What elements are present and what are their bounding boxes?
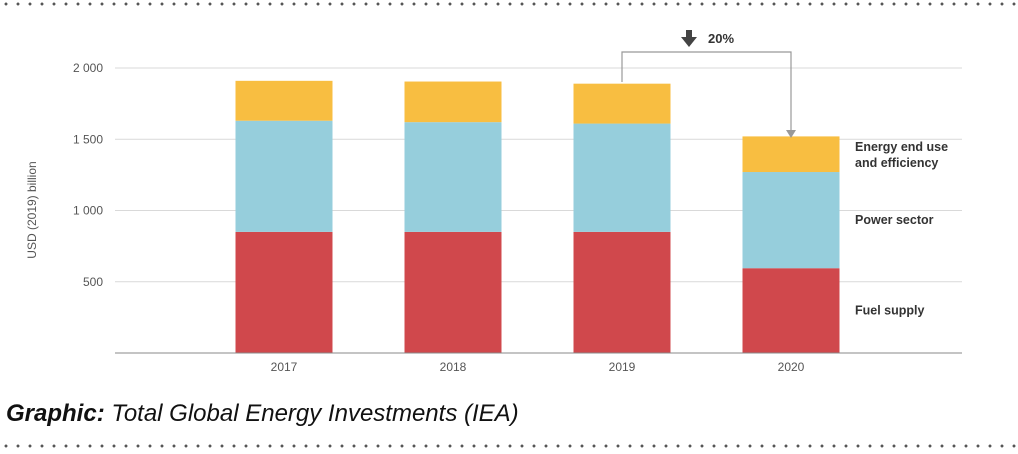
y-tick-label: 2 000 xyxy=(73,61,103,75)
bar-segment-2017-energy-end-use-and-efficiency xyxy=(235,80,333,121)
stacked-bar-chart: 500 1 000 1 500 2 000 USD (2019) billion 20… xyxy=(25,30,962,374)
caption: Graphic: Total Global Energy Investments… xyxy=(6,400,519,428)
down-arrow-icon xyxy=(681,30,697,47)
y-tick-label: 500 xyxy=(83,275,103,289)
top-dotted-divider xyxy=(0,2,1018,6)
bar-segment-2020-energy-end-use-and-efficiency xyxy=(742,136,840,173)
caption-label: Graphic: xyxy=(6,400,105,427)
bars xyxy=(235,80,840,353)
bracket-arrowhead xyxy=(786,130,796,138)
bar-segment-2018-power-sector xyxy=(404,122,502,232)
bottom-dotted-divider xyxy=(0,444,1018,448)
bar-segment-2019-energy-end-use-and-efficiency xyxy=(573,83,671,124)
x-tick-label: 2017 xyxy=(271,360,298,374)
y-axis-ticks: 500 1 000 1 500 2 000 xyxy=(73,61,103,289)
bar-segment-2017-power-sector xyxy=(235,120,333,232)
bar-segment-2020-fuel-supply xyxy=(742,268,840,353)
bar-segment-2018-energy-end-use-and-efficiency xyxy=(404,81,502,123)
bar-segment-2020-power-sector xyxy=(742,172,840,269)
x-tick-label: 2018 xyxy=(440,360,467,374)
y-tick-label: 1 500 xyxy=(73,132,103,146)
x-tick-label: 2020 xyxy=(778,360,805,374)
bracket-connector xyxy=(621,51,792,134)
bar-segment-2019-power-sector xyxy=(573,123,671,232)
legend: Fuel supply Power sector Energy end use and… xyxy=(855,140,948,317)
x-axis-ticks: 2017 2018 2019 2020 xyxy=(271,360,805,374)
y-axis-label: USD (2019) billion xyxy=(25,161,39,258)
x-tick-label: 2019 xyxy=(609,360,636,374)
legend-label: Energy end use and efficiency xyxy=(855,140,948,170)
bar-segment-2017-fuel-supply xyxy=(235,231,333,353)
bar-segment-2018-fuel-supply xyxy=(404,231,502,353)
bar-segment-2019-fuel-supply xyxy=(573,231,671,353)
change-label: 20% xyxy=(708,31,734,46)
change-annotation: 20% xyxy=(621,30,796,138)
y-tick-label: 1 000 xyxy=(73,204,103,218)
legend-label: Fuel supply xyxy=(855,304,925,318)
legend-label: Power sector xyxy=(855,213,934,227)
caption-text: Total Global Energy Investments (IEA) xyxy=(111,400,519,427)
